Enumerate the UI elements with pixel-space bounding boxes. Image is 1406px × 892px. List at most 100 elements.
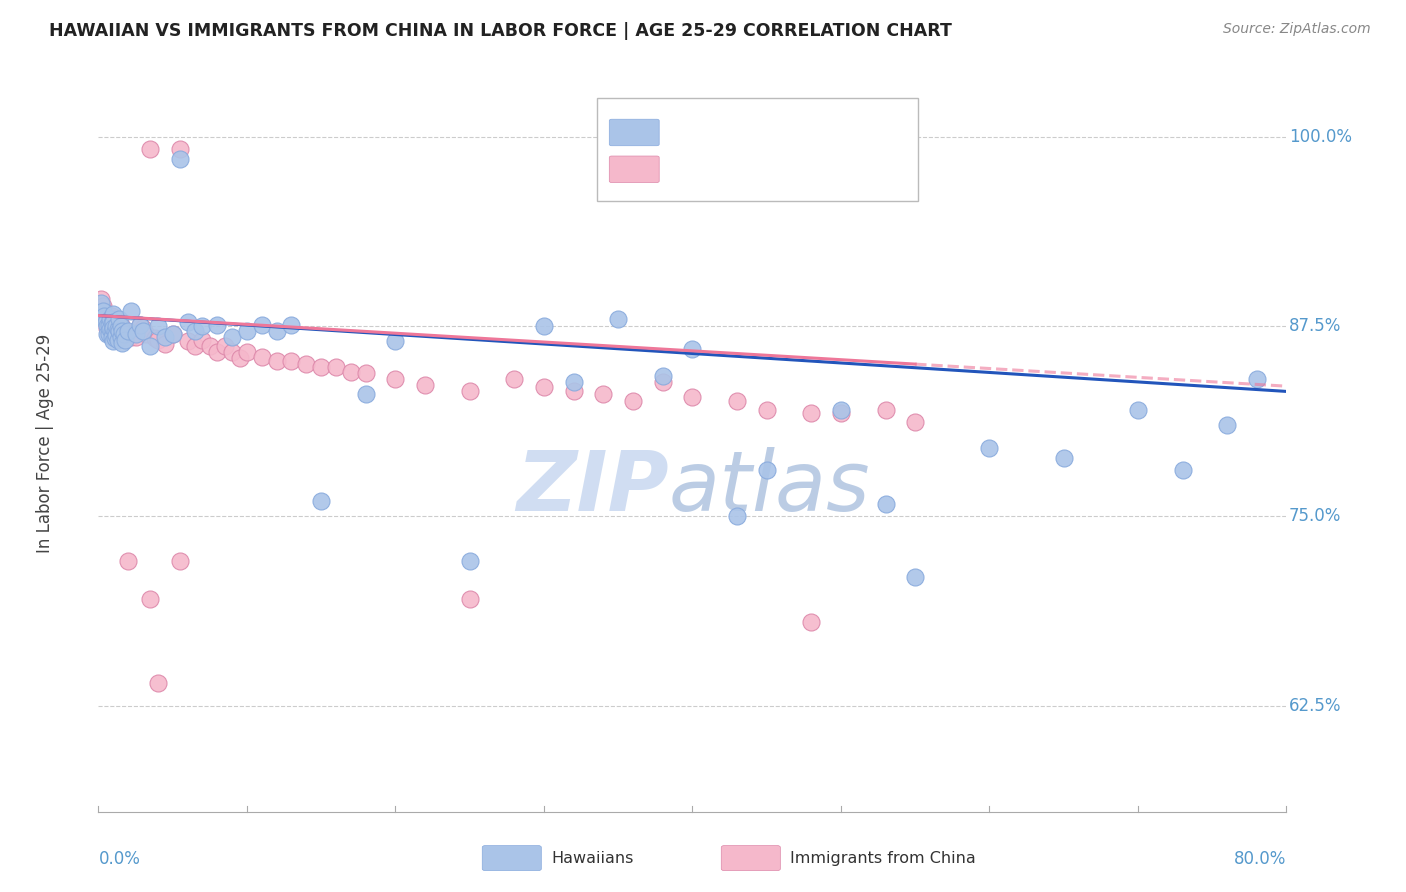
Point (105, 318, 128, 332)
Point (107, 322, 129, 336)
Point (146, 319, 169, 334)
Point (104, 320, 127, 334)
Point (184, 324, 207, 338)
Point (103, 320, 125, 334)
Point (309, 360, 332, 375)
Point (1246, 372, 1268, 386)
Point (110, 330, 132, 344)
Point (830, 402, 852, 417)
Point (309, 493, 332, 508)
Text: 80.0%: 80.0% (1234, 850, 1286, 868)
Point (94, 309, 117, 323)
Point (875, 402, 897, 417)
Point (98, 322, 121, 336)
Point (169, 153, 191, 167)
Point (384, 334, 406, 349)
Point (117, 324, 139, 338)
Point (162, 326, 184, 341)
Point (101, 330, 124, 344)
Point (236, 324, 259, 338)
Point (112, 326, 135, 341)
Text: 0.0%: 0.0% (98, 850, 141, 868)
Point (110, 319, 132, 334)
Point (280, 354, 302, 368)
Point (755, 402, 778, 417)
Text: R = −0.166: R = −0.166 (671, 161, 785, 178)
Point (503, 372, 526, 386)
Point (533, 319, 555, 334)
Point (96, 320, 118, 334)
Point (1126, 402, 1149, 417)
Point (105, 328, 128, 343)
Point (184, 339, 207, 353)
Point (755, 463, 778, 477)
Point (108, 324, 131, 338)
Point (146, 675, 169, 690)
Point (98, 311, 121, 326)
Point (384, 372, 406, 386)
FancyBboxPatch shape (609, 120, 659, 145)
Point (191, 333, 214, 347)
Point (221, 345, 243, 359)
Point (354, 387, 377, 401)
Point (143, 331, 166, 345)
Point (169, 554, 191, 568)
Point (104, 315, 127, 329)
Point (221, 330, 243, 344)
Point (90, 292, 112, 306)
Point (139, 339, 162, 353)
Text: N = 76: N = 76 (806, 161, 873, 178)
Point (107, 322, 129, 336)
Point (458, 554, 481, 568)
Point (139, 142, 162, 156)
Text: atlas: atlas (669, 448, 870, 528)
Point (120, 304, 142, 318)
Point (97, 318, 120, 332)
Point (96, 326, 118, 341)
Point (562, 384, 585, 399)
Point (139, 592, 162, 607)
Point (280, 318, 302, 332)
Point (110, 318, 132, 332)
FancyBboxPatch shape (609, 156, 659, 183)
Point (117, 554, 139, 568)
Point (162, 326, 184, 341)
Point (96, 313, 118, 327)
Point (621, 393, 644, 408)
Point (681, 342, 703, 356)
Point (155, 337, 177, 351)
Point (129, 318, 152, 332)
Point (295, 357, 318, 371)
Point (725, 508, 748, 523)
Text: Immigrants from China: Immigrants from China (790, 851, 976, 865)
Point (413, 378, 436, 392)
Point (725, 393, 748, 408)
Point (875, 497, 897, 511)
Point (205, 345, 228, 359)
Point (904, 569, 927, 583)
Point (101, 316, 124, 330)
Text: 75.0%: 75.0% (1289, 507, 1341, 524)
Point (103, 315, 125, 329)
Point (105, 322, 128, 336)
Point (169, 142, 191, 156)
Point (146, 333, 169, 347)
Point (458, 384, 481, 399)
Point (111, 335, 134, 350)
Point (103, 319, 125, 334)
Point (592, 387, 614, 401)
Point (124, 326, 146, 341)
Point (108, 311, 131, 326)
Point (250, 318, 273, 332)
Text: HAWAIIAN VS IMMIGRANTS FROM CHINA IN LABOR FORCE | AGE 25-29 CORRELATION CHART: HAWAIIAN VS IMMIGRANTS FROM CHINA IN LAB… (49, 22, 952, 40)
Point (97, 318, 120, 332)
Point (533, 380, 555, 394)
Point (98, 309, 121, 323)
Point (904, 415, 927, 429)
Point (325, 360, 347, 375)
Point (340, 365, 363, 379)
Point (97, 311, 120, 326)
Text: In Labor Force | Age 25-29: In Labor Force | Age 25-29 (37, 334, 53, 553)
Point (91, 304, 114, 318)
Point (266, 354, 288, 368)
